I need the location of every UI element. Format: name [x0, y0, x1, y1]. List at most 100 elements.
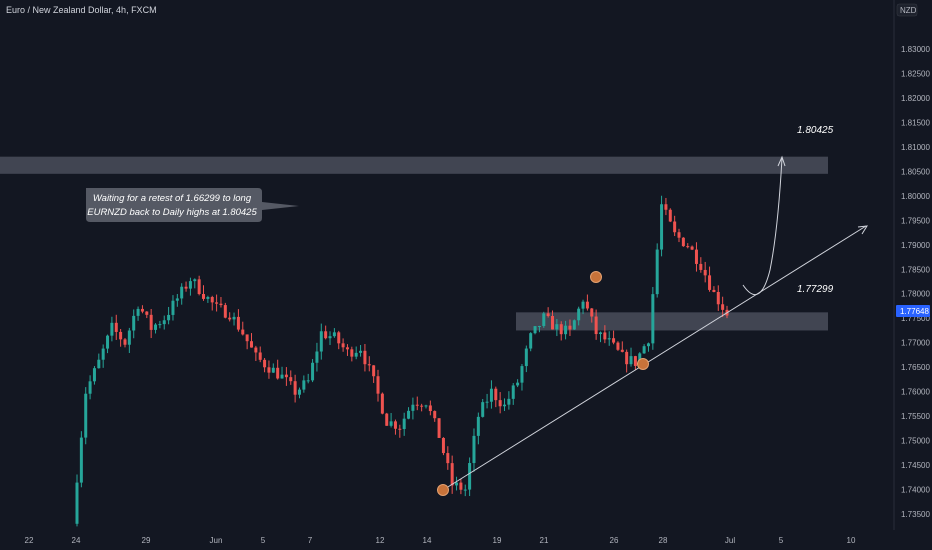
candle-body — [699, 263, 703, 270]
price-tick-label: 1.82000 — [901, 94, 930, 103]
candle-body — [585, 301, 589, 309]
candle-body — [193, 279, 197, 282]
candle-body — [721, 304, 725, 310]
candle-body — [455, 482, 459, 486]
candle-body — [119, 331, 123, 340]
candle-body — [315, 351, 319, 363]
price-tick-label: 1.77000 — [901, 339, 930, 348]
candle-body — [350, 349, 354, 357]
candle-body — [359, 350, 363, 353]
candle-series — [75, 195, 729, 527]
candle-body — [511, 385, 515, 399]
candle-body — [184, 286, 188, 289]
price-tick-label: 1.78500 — [901, 265, 930, 274]
price-tick-label: 1.78000 — [901, 290, 930, 299]
candle-body — [110, 322, 114, 336]
candle-body — [372, 365, 376, 377]
candle-body — [389, 421, 393, 426]
price-axis: 1.83000 1.82500 1.82000 1.81500 1.81000 1.805… — [893, 0, 932, 550]
candle-body — [564, 325, 568, 335]
candle-body — [280, 374, 284, 379]
candle-body — [101, 348, 105, 360]
candle-body — [476, 416, 480, 436]
candle-body — [284, 374, 288, 378]
price-tick-label: 1.80500 — [901, 167, 930, 176]
projection-arrowhead — [777, 155, 786, 167]
candle-body — [703, 269, 707, 276]
candle-body — [533, 326, 537, 334]
price-tick-label: 1.75500 — [901, 412, 930, 421]
candle-body — [188, 281, 192, 289]
candle-body — [450, 463, 454, 486]
price-tick-label: 1.81000 — [901, 143, 930, 152]
candle-body — [694, 249, 698, 264]
candle-body — [140, 308, 144, 312]
candle-body — [420, 405, 424, 407]
projection-curve — [742, 157, 783, 296]
time-tick-label: 26 — [610, 536, 619, 545]
candle-body — [555, 324, 559, 330]
candle-body — [302, 380, 306, 390]
candle-body — [106, 335, 110, 349]
candle-body — [660, 204, 664, 250]
trendline — [442, 225, 867, 491]
candle-body — [503, 404, 507, 407]
time-tick-label: 10 — [847, 536, 856, 545]
candle-body — [603, 332, 607, 340]
candle-body — [437, 418, 441, 438]
candle-body — [559, 324, 563, 335]
pivot-marker — [637, 358, 649, 370]
candle-body — [542, 313, 546, 326]
candle-body — [162, 320, 166, 325]
candle-body — [594, 316, 598, 335]
time-tick-label: 12 — [376, 536, 385, 545]
candle-body — [202, 294, 206, 299]
candle-body — [92, 368, 96, 382]
time-tick-label: 21 — [540, 536, 549, 545]
candle-body — [345, 347, 349, 350]
candle-body — [232, 316, 236, 320]
price-tick-label: 1.75000 — [901, 437, 930, 446]
candle-body — [289, 377, 293, 382]
candle-body — [114, 322, 118, 332]
candle-body — [319, 331, 323, 352]
candle-body — [411, 404, 415, 411]
candle-body — [655, 249, 659, 295]
candle-body — [402, 418, 406, 430]
candle-body — [337, 332, 341, 344]
candle-body — [393, 421, 397, 429]
candle-body — [228, 317, 232, 320]
candle-body — [254, 347, 258, 353]
candle-body — [485, 401, 489, 403]
time-tick-label: 29 — [142, 536, 151, 545]
price-tick-label: 1.81500 — [901, 118, 930, 127]
candle-body — [424, 405, 428, 407]
candle-body — [84, 393, 88, 438]
candle-body — [590, 308, 594, 317]
pivot-marker — [590, 271, 602, 283]
annotation-callout — [86, 188, 299, 222]
time-tick-label: 24 — [72, 536, 81, 545]
candle-body — [472, 435, 476, 464]
candle-body — [646, 343, 650, 347]
candle-body — [529, 333, 533, 349]
candle-body — [127, 330, 131, 345]
candle-body — [498, 400, 502, 407]
candle-body — [271, 367, 275, 373]
candle-body — [598, 332, 602, 335]
candle-body — [415, 404, 419, 406]
candle-body — [328, 336, 332, 339]
candle-body — [245, 334, 249, 342]
candle-body — [668, 209, 672, 222]
candle-body — [249, 341, 253, 348]
trendline-arrowhead — [857, 225, 868, 235]
candle-body — [520, 366, 524, 383]
candle-body — [88, 381, 92, 394]
candle-body — [267, 367, 271, 373]
annotation-line-1: Waiting for a retest of 1.66299 to long — [93, 193, 252, 204]
candle-body — [197, 279, 201, 295]
candle-body — [158, 324, 162, 326]
candle-body — [311, 362, 315, 381]
candle-body — [171, 300, 175, 315]
